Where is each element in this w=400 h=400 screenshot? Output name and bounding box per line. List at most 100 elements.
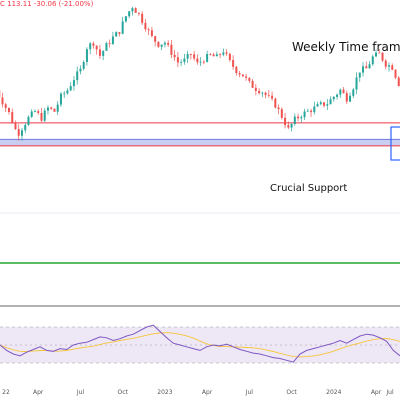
candle-body	[219, 54, 222, 56]
candle-body	[339, 89, 342, 95]
candle-body	[368, 64, 371, 69]
candle-body	[108, 43, 111, 44]
candle-body	[326, 104, 329, 106]
candle-body	[232, 60, 235, 67]
candle-body	[144, 22, 147, 30]
candle-body	[167, 42, 170, 45]
candle-body	[85, 49, 88, 63]
candle-body	[215, 54, 218, 57]
candle-body	[17, 129, 20, 136]
candle-body	[160, 44, 163, 47]
candle-body	[300, 117, 303, 119]
candle-body	[209, 54, 212, 55]
candle-body	[342, 89, 345, 94]
candle-body	[118, 32, 121, 34]
candle-body	[241, 74, 244, 77]
candle-body	[137, 12, 140, 14]
rsi-ma-line	[0, 332, 400, 358]
candle-body	[238, 73, 241, 75]
candle-body	[46, 107, 49, 111]
timeframe-annotation: Weekly Time frame	[292, 40, 400, 54]
highlight-box	[390, 126, 400, 161]
candle-body	[319, 102, 322, 105]
x-tick-label: 2023	[157, 389, 173, 396]
candle-body	[1, 97, 4, 105]
candle-body	[336, 94, 339, 97]
candle-body	[397, 77, 400, 87]
candle-body	[212, 54, 215, 57]
candle-body	[254, 87, 257, 91]
candle-body	[313, 106, 316, 113]
candle-body	[7, 107, 10, 113]
candle-body	[228, 53, 231, 61]
ohlc-change: C 113.11 -30.06 (-21.00%)	[0, 0, 94, 8]
candle-body	[33, 111, 36, 112]
candle-body	[287, 125, 290, 128]
candle-body	[150, 30, 153, 37]
candle-body	[225, 52, 228, 54]
candle-body	[24, 124, 27, 131]
candle-body	[102, 50, 105, 56]
candle-body	[235, 66, 238, 74]
candle-body	[183, 58, 186, 62]
candle-body	[50, 107, 53, 109]
candle-body	[391, 65, 394, 70]
candle-body	[345, 93, 348, 102]
candle-body	[293, 116, 296, 124]
candle-body	[157, 41, 160, 47]
candle-body	[378, 52, 381, 54]
candle-body	[394, 69, 397, 78]
x-tick-label: Jul	[386, 389, 394, 396]
candle-body	[388, 65, 391, 67]
highlight-rect	[390, 126, 400, 161]
x-tick-label: 22	[2, 389, 10, 396]
candle-body	[121, 21, 124, 34]
candle-body	[131, 8, 134, 12]
candle-body	[251, 80, 254, 88]
candle-body	[163, 42, 166, 45]
candle-body	[40, 112, 43, 121]
candle-body	[371, 56, 374, 65]
candle-body	[82, 62, 85, 69]
candle-body	[69, 86, 72, 91]
candle-body	[53, 108, 56, 112]
candle-body	[261, 92, 264, 94]
candlestick-series	[0, 6, 400, 141]
candle-body	[381, 52, 384, 61]
candle-body	[280, 109, 283, 118]
candle-body	[92, 43, 95, 46]
candle-body	[264, 92, 267, 96]
candle-body	[199, 61, 202, 63]
candle-body	[95, 45, 98, 50]
candle-body	[154, 36, 157, 42]
candle-body	[277, 107, 280, 110]
candle-body	[384, 60, 387, 67]
candle-body	[365, 66, 368, 69]
candle-body	[316, 104, 319, 107]
candle-body	[20, 130, 23, 136]
candle-body	[180, 61, 183, 63]
candle-body	[352, 89, 355, 96]
candle-body	[141, 13, 144, 23]
candle-body	[290, 123, 293, 128]
candle-body	[306, 110, 309, 112]
candle-body	[111, 36, 114, 44]
candle-body	[4, 104, 7, 108]
x-tick-label: Apr	[370, 389, 382, 396]
candle-body	[303, 111, 306, 118]
candle-body	[27, 116, 30, 125]
candle-body	[105, 43, 108, 51]
candle-body	[134, 8, 137, 13]
ohlc-header: C 113.11 -30.06 (-21.00%)	[0, 0, 96, 9]
candle-body	[30, 111, 33, 117]
candle-body	[189, 54, 192, 55]
candle-body	[267, 95, 270, 96]
rsi-panel	[0, 324, 400, 364]
candle-body	[11, 112, 14, 124]
candle-body	[375, 52, 378, 57]
candle-body	[274, 98, 277, 108]
candle-body	[332, 96, 335, 100]
candle-body	[349, 95, 352, 102]
candle-body	[115, 32, 118, 37]
